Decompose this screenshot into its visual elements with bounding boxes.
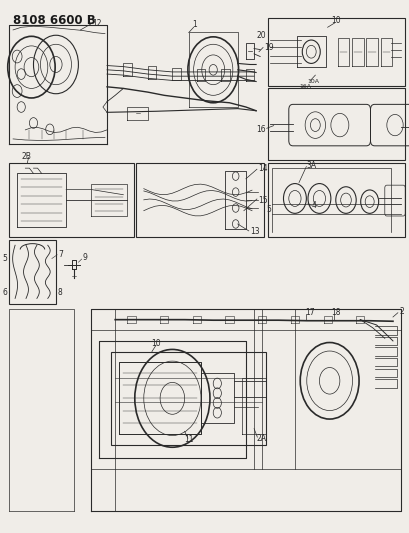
Text: 5: 5: [266, 205, 271, 214]
Text: 16: 16: [255, 125, 265, 134]
Text: 4: 4: [311, 201, 316, 210]
Text: 7: 7: [58, 251, 63, 260]
Text: 1: 1: [192, 20, 197, 29]
Text: 17: 17: [304, 308, 314, 317]
Text: 6: 6: [2, 287, 7, 296]
Text: 2: 2: [398, 307, 403, 316]
Text: 15: 15: [258, 196, 267, 205]
Text: 10A: 10A: [306, 79, 318, 84]
Text: 10: 10: [151, 339, 160, 348]
Text: 8: 8: [58, 287, 63, 296]
Text: 16A: 16A: [298, 84, 310, 90]
Text: 9: 9: [82, 254, 87, 262]
Text: 8108 6600 B: 8108 6600 B: [13, 14, 96, 27]
Text: 14: 14: [258, 164, 267, 173]
Text: 11: 11: [184, 435, 193, 444]
Text: 19: 19: [264, 43, 273, 52]
Text: 2A: 2A: [256, 434, 265, 443]
Text: 18: 18: [331, 308, 340, 317]
Text: 20: 20: [256, 31, 266, 40]
Text: 3A: 3A: [306, 161, 316, 170]
Text: 10: 10: [330, 17, 340, 26]
Text: 13: 13: [249, 228, 259, 237]
Text: 12: 12: [92, 19, 101, 28]
Text: 5: 5: [2, 254, 7, 263]
Text: 2B: 2B: [21, 152, 31, 161]
